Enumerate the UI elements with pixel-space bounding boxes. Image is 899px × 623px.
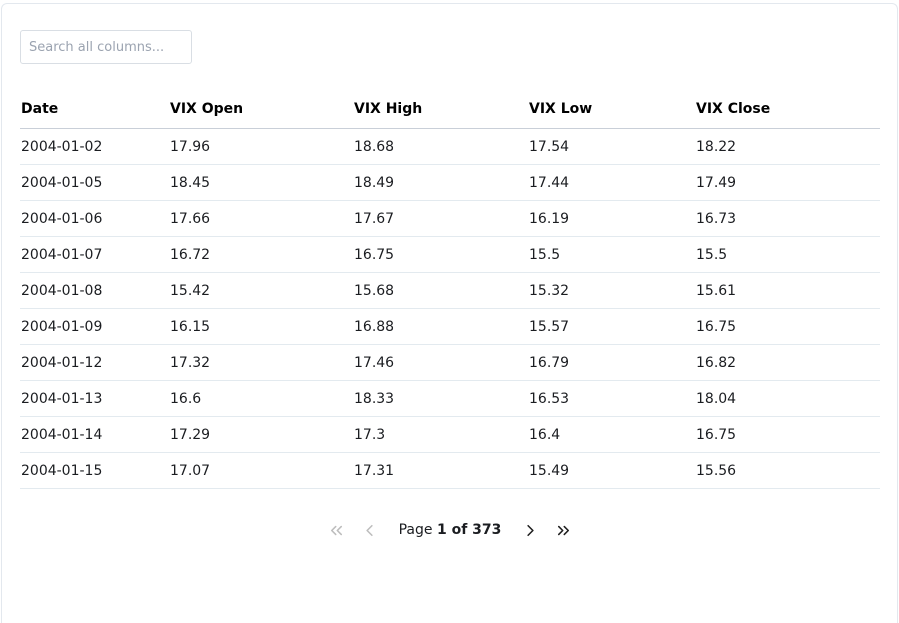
table-row: 2004-01-15 17.07 17.31 15.49 15.56 xyxy=(20,452,880,489)
table-cell: 17.54 xyxy=(528,128,695,165)
table-cell: 2004-01-05 xyxy=(20,164,169,201)
search-input[interactable] xyxy=(20,30,192,64)
table-cell: 16.53 xyxy=(528,380,695,417)
table-cell: 2004-01-09 xyxy=(20,308,169,345)
table-cell: 16.15 xyxy=(169,308,353,345)
table-cell: 15.32 xyxy=(528,272,695,309)
table-cell: 17.67 xyxy=(353,200,528,237)
table-cell: 2004-01-15 xyxy=(20,452,169,489)
table-cell: 17.96 xyxy=(169,128,353,165)
table-row: 2004-01-14 17.29 17.3 16.4 16.75 xyxy=(20,416,880,453)
table-cell: 16.72 xyxy=(169,236,353,273)
table-cell: 15.49 xyxy=(528,452,695,489)
table-cell: 18.22 xyxy=(695,128,880,165)
chevron-right-icon xyxy=(521,521,540,540)
table-cell: 2004-01-06 xyxy=(20,200,169,237)
last-page-button[interactable] xyxy=(553,520,573,540)
table-cell: 17.07 xyxy=(169,452,353,489)
table-cell: 2004-01-12 xyxy=(20,344,169,381)
table-row: 2004-01-07 16.72 16.75 15.5 15.5 xyxy=(20,236,880,273)
pagination: Page 1 of 373 xyxy=(20,520,880,540)
vix-data-table: Date VIX Open VIX High VIX Low VIX Close 200… xyxy=(20,94,880,489)
column-header-vix-high: VIX High xyxy=(353,94,528,129)
table-cell: 18.68 xyxy=(353,128,528,165)
table-row: 2004-01-09 16.15 16.88 15.57 16.75 xyxy=(20,308,880,345)
table-cell: 15.68 xyxy=(353,272,528,309)
chevrons-left-icon xyxy=(327,521,346,540)
table-cell: 2004-01-08 xyxy=(20,272,169,309)
table-cell: 16.88 xyxy=(353,308,528,345)
table-cell: 18.33 xyxy=(353,380,528,417)
column-header-vix-open: VIX Open xyxy=(169,94,353,129)
table-row: 2004-01-12 17.32 17.46 16.79 16.82 xyxy=(20,344,880,381)
page-indicator: Page 1 of 373 xyxy=(399,522,502,538)
table-cell: 16.82 xyxy=(695,344,880,381)
table-cell: 17.46 xyxy=(353,344,528,381)
table-cell: 2004-01-07 xyxy=(20,236,169,273)
table-row: 2004-01-13 16.6 18.33 16.53 18.04 xyxy=(20,380,880,417)
table-row: 2004-01-05 18.45 18.49 17.44 17.49 xyxy=(20,164,880,201)
table-cell: 17.3 xyxy=(353,416,528,453)
column-header-date: Date xyxy=(20,94,169,129)
table-cell: 15.5 xyxy=(695,236,880,273)
table-cell: 17.31 xyxy=(353,452,528,489)
first-page-button[interactable] xyxy=(327,520,347,540)
table-cell: 2004-01-14 xyxy=(20,416,169,453)
table-cell: 17.49 xyxy=(695,164,880,201)
table-cell: 17.66 xyxy=(169,200,353,237)
chevron-left-icon xyxy=(360,521,379,540)
table-cell: 16.75 xyxy=(695,416,880,453)
next-page-button[interactable] xyxy=(520,520,540,540)
table-cell: 17.32 xyxy=(169,344,353,381)
table-cell: 18.45 xyxy=(169,164,353,201)
table-cell: 18.49 xyxy=(353,164,528,201)
table-cell: 15.42 xyxy=(169,272,353,309)
table-cell: 17.44 xyxy=(528,164,695,201)
table-cell: 16.79 xyxy=(528,344,695,381)
table-cell: 2004-01-02 xyxy=(20,128,169,165)
table-cell: 16.19 xyxy=(528,200,695,237)
table-cell: 16.75 xyxy=(353,236,528,273)
table-cell: 15.57 xyxy=(528,308,695,345)
table-cell: 15.5 xyxy=(528,236,695,273)
table-row: 2004-01-02 17.96 18.68 17.54 18.22 xyxy=(20,128,880,165)
column-header-vix-close: VIX Close xyxy=(695,94,880,129)
table-header-row: Date VIX Open VIX High VIX Low VIX Close xyxy=(20,94,880,129)
table-row: 2004-01-06 17.66 17.67 16.19 16.73 xyxy=(20,200,880,237)
table-cell: 16.4 xyxy=(528,416,695,453)
table-cell: 17.29 xyxy=(169,416,353,453)
page-label: Page xyxy=(398,522,433,538)
previous-page-button[interactable] xyxy=(360,520,380,540)
chevrons-right-icon xyxy=(554,521,573,540)
table-cell: 16.75 xyxy=(695,308,880,345)
table-row: 2004-01-08 15.42 15.68 15.32 15.61 xyxy=(20,272,880,309)
page-count: 1 of 373 xyxy=(436,522,502,538)
table-cell: 15.61 xyxy=(695,272,880,309)
table-cell: 2004-01-13 xyxy=(20,380,169,417)
table-cell: 15.56 xyxy=(695,452,880,489)
table-cell: 18.04 xyxy=(695,380,880,417)
column-header-vix-low: VIX Low xyxy=(528,94,695,129)
table-cell: 16.73 xyxy=(695,200,880,237)
table-cell: 16.6 xyxy=(169,380,353,417)
